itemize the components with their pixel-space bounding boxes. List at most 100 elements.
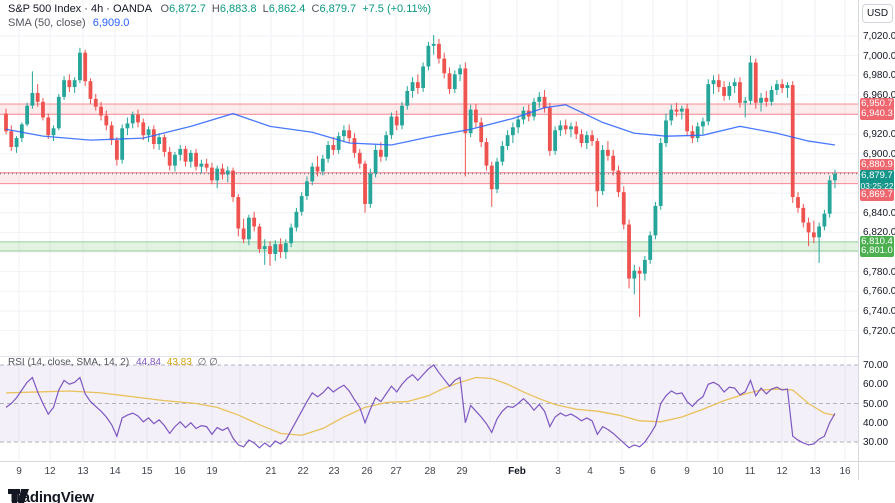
- candle-body: [606, 149, 610, 156]
- tradingview-watermark[interactable]: TradingView: [8, 489, 94, 503]
- rsi-axis-label: 30.00: [863, 437, 889, 448]
- ohlc-high-label: H: [211, 3, 220, 15]
- sma-legend[interactable]: SMA (50, close) 6,909.0: [8, 17, 129, 29]
- rsi-pane[interactable]: [0, 356, 858, 461]
- candle-body: [437, 43, 441, 59]
- time-axis-label: 3: [555, 466, 561, 477]
- candle-body: [458, 68, 462, 75]
- candle-body: [711, 80, 716, 85]
- candle-body: [220, 168, 225, 175]
- candle-body: [236, 197, 241, 229]
- candle-body: [405, 90, 410, 106]
- time-axis-label: 12: [44, 466, 56, 477]
- candle-body: [231, 170, 235, 198]
- sma-50-line[interactable]: [5, 104, 836, 146]
- ohlc-high-value: 6,883.8: [219, 3, 257, 15]
- candle-body: [759, 97, 763, 103]
- ohlc-low-label: L: [262, 3, 269, 15]
- candle-body: [574, 126, 579, 135]
- symbol-title[interactable]: S&P 500 Index · 4h · OANDA: [8, 3, 152, 15]
- candle-body: [246, 217, 251, 240]
- time-axis-label: 12: [776, 466, 788, 477]
- candle-body: [30, 92, 35, 106]
- candle-body: [320, 158, 325, 172]
- price-axis-label: 6,920.0: [863, 129, 895, 141]
- rsi-legend-value: 44.84: [135, 357, 161, 368]
- price-pane[interactable]: [0, 0, 858, 356]
- rsi-line[interactable]: [5, 364, 836, 449]
- candle-body: [505, 135, 510, 146]
- candle-body: [590, 135, 594, 142]
- candle-body: [199, 163, 204, 167]
- candle-body: [9, 131, 14, 147]
- candle-body: [648, 235, 653, 260]
- pane-separator[interactable]: [0, 356, 858, 357]
- candle-body: [674, 109, 679, 112]
- candle-body: [194, 152, 198, 167]
- price-axis[interactable]: 7,020.0 7,000.0 6,980.0 6,960.0 6,920.0 6,900…: [859, 0, 895, 480]
- candle-body: [241, 228, 246, 240]
- candle-body: [426, 45, 431, 67]
- candle-body: [178, 148, 183, 155]
- zone-price-badge: 6,880.9: [860, 159, 894, 171]
- time-axis-label: 5: [619, 466, 625, 477]
- candle-body: [664, 120, 668, 144]
- candle-body: [685, 108, 690, 132]
- support-zone[interactable]: [0, 241, 858, 252]
- candle-body: [510, 127, 515, 136]
- rsi-legend-name[interactable]: RSI (14, close, SMA, 14, 2): [8, 357, 130, 368]
- price-axis-label: 6,740.0: [863, 305, 895, 317]
- symbol-legend[interactable]: S&P 500 Index · 4h · OANDA O6,872.7 H6,8…: [8, 3, 431, 15]
- price-axis-label: 6,760.0: [863, 286, 895, 298]
- price-axis-label: 6,900.0: [863, 148, 895, 160]
- candle-body: [400, 105, 404, 126]
- ohlc-open-value: 6,872.7: [169, 3, 206, 15]
- candle-body: [558, 125, 563, 131]
- zone-price-badge: 6,950.7: [860, 98, 894, 110]
- time-axis[interactable]: 9 12 13 14 15 16 19 21 22 23 26 27 28 29 Feb 3 4 5 6 9 10 11 1…: [0, 461, 895, 482]
- candle-body: [62, 80, 66, 97]
- time-axis-label: 11: [744, 466, 756, 477]
- resistance-zone[interactable]: [0, 104, 858, 115]
- time-axis-label: 9: [684, 466, 690, 477]
- candle-body: [141, 122, 146, 136]
- candle-body: [632, 270, 637, 279]
- candle-body: [537, 96, 542, 102]
- time-axis-label: 28: [424, 466, 436, 477]
- candle-body: [727, 86, 732, 96]
- candle-body: [389, 116, 394, 136]
- candle-body: [352, 138, 357, 153]
- candle-body: [88, 81, 93, 99]
- time-axis-label: 10: [712, 466, 724, 477]
- sma-legend-name[interactable]: SMA (50, close): [8, 17, 86, 29]
- candle-body: [114, 140, 119, 160]
- candle-body: [78, 52, 82, 81]
- candle-body: [363, 163, 367, 204]
- rsi-ma-line[interactable]: [5, 376, 836, 436]
- rsi-legend[interactable]: RSI (14, close, SMA, 14, 2) 44.84 43.83 …: [8, 357, 218, 368]
- candle-body: [410, 82, 415, 91]
- candle-body: [484, 142, 489, 166]
- candle-body: [225, 170, 230, 175]
- candle-body: [125, 123, 130, 129]
- candle-body: [257, 226, 262, 250]
- candle-body: [495, 161, 499, 190]
- time-axis-label: 23: [328, 466, 340, 477]
- rsi-axis-label: 70.00: [863, 360, 889, 371]
- time-axis-label: 4: [587, 466, 593, 477]
- rsi-bands-empty-values: ∅ ∅: [197, 357, 218, 368]
- candle-body: [67, 80, 72, 88]
- candle-body: [785, 85, 790, 89]
- currency-button[interactable]: USD: [862, 4, 893, 23]
- candle-body: [553, 130, 558, 151]
- resistance-zone[interactable]: [0, 172, 858, 184]
- price-axis-label: 7,020.0: [863, 31, 895, 42]
- candle-body: [600, 149, 605, 192]
- candle-body: [278, 244, 283, 253]
- candle-body: [790, 85, 795, 198]
- time-axis-label: 26: [361, 466, 373, 477]
- time-axis-label: 21: [265, 466, 277, 477]
- candle-body: [801, 207, 806, 223]
- candle-body: [157, 137, 162, 145]
- candle-body: [474, 109, 478, 123]
